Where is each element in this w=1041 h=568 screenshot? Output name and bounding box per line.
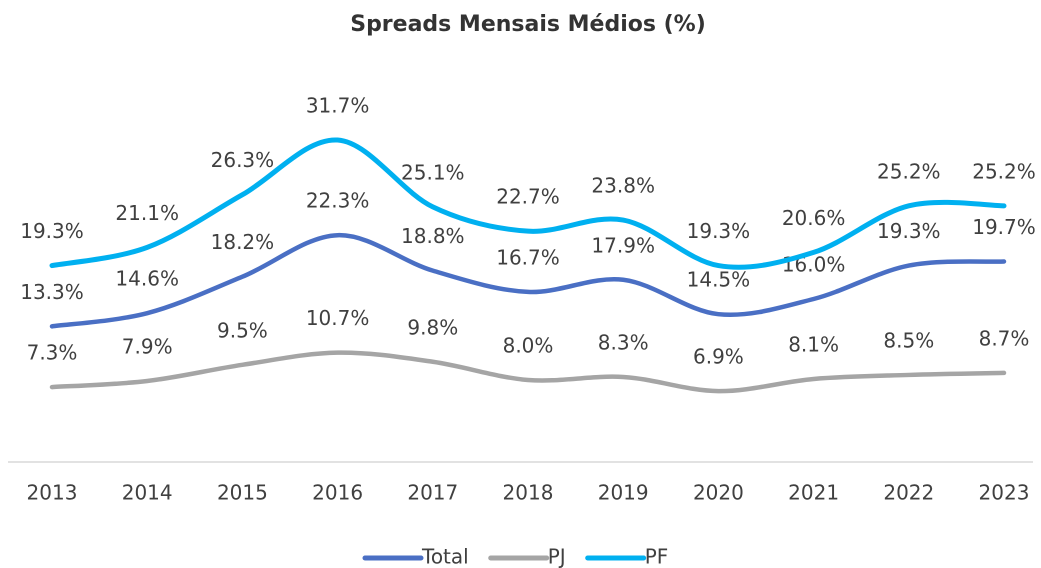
x-tick-label: 2015 [217, 481, 268, 505]
data-label: 8.5% [883, 328, 934, 352]
data-label: 8.3% [598, 330, 649, 354]
x-tick-label: 2021 [788, 481, 839, 505]
data-label: 19.3% [877, 219, 941, 243]
data-label: 10.7% [306, 306, 370, 330]
data-label: 9.8% [407, 315, 458, 339]
data-label: 21.1% [115, 201, 179, 225]
line-series [49, 350, 1007, 394]
legend-label: Total [421, 545, 469, 568]
data-label: 14.5% [687, 268, 751, 292]
x-tick-label: 2016 [312, 481, 363, 505]
data-label: 14.6% [115, 267, 179, 291]
legend-label: PJ [548, 545, 566, 568]
data-label: 9.5% [217, 318, 268, 342]
data-label: 18.8% [401, 224, 465, 248]
data-label: 19.7% [972, 215, 1036, 239]
data-label: 25.2% [972, 159, 1036, 183]
data-label: 13.3% [20, 280, 84, 304]
data-label: 16.0% [782, 253, 846, 277]
data-label: 23.8% [591, 174, 655, 198]
data-label: 7.9% [122, 335, 173, 359]
data-label: 25.2% [877, 159, 941, 183]
data-label: 18.2% [211, 230, 275, 254]
data-label: 22.3% [306, 189, 370, 213]
legend-label: PF [645, 545, 669, 568]
x-tick-label: 2019 [598, 481, 649, 505]
line-series [49, 232, 1007, 329]
data-label: 16.7% [496, 245, 560, 269]
x-tick-label: 2017 [407, 481, 458, 505]
x-tick-label: 2020 [693, 481, 744, 505]
x-tick-label: 2022 [883, 481, 934, 505]
data-label: 6.9% [693, 345, 744, 369]
data-label: 8.1% [788, 332, 839, 356]
data-label: 19.3% [20, 219, 84, 243]
data-label: 7.3% [27, 341, 78, 365]
x-tick-label: 2018 [503, 481, 554, 505]
x-tick-label: 2014 [122, 481, 173, 505]
data-label: 8.0% [503, 334, 554, 358]
x-tick-label: 2023 [979, 481, 1030, 505]
data-label: 31.7% [306, 94, 370, 118]
data-label: 17.9% [591, 233, 655, 257]
data-label: 8.7% [979, 326, 1030, 350]
data-label: 20.6% [782, 206, 846, 230]
data-label: 19.3% [687, 219, 751, 243]
line-series [49, 137, 1007, 270]
data-label: 26.3% [211, 148, 275, 172]
x-tick-label: 2013 [27, 481, 78, 505]
chart-title: Spreads Mensais Médios (%) [350, 12, 706, 37]
data-label: 25.1% [401, 160, 465, 184]
data-label: 22.7% [496, 185, 560, 209]
